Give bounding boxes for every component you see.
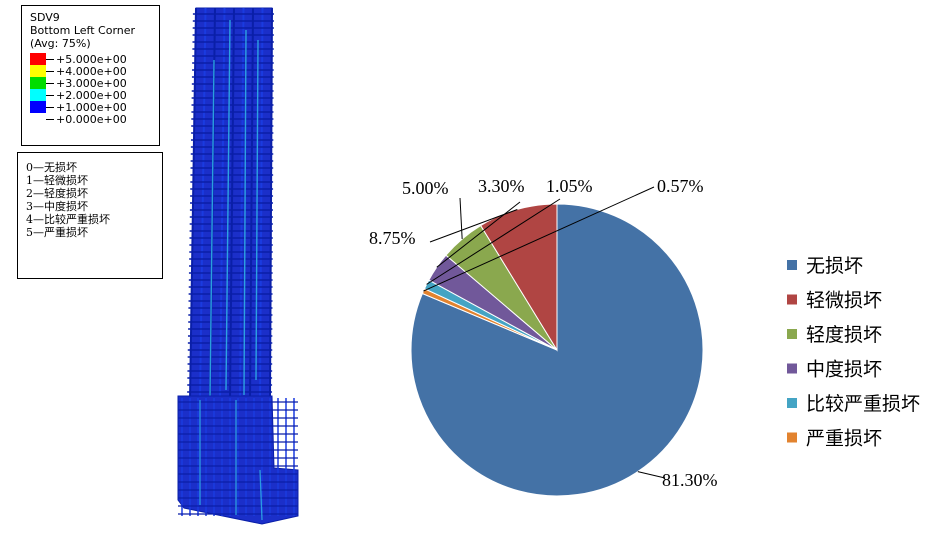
- tower-model-render: [177, 7, 299, 525]
- legend-entry: 无损坏: [806, 255, 863, 277]
- leader-line: [423, 186, 655, 292]
- pie-data-label: 1.05%: [546, 176, 593, 196]
- leader-line: [426, 198, 561, 285]
- contour-scale: +5.000e+00 +4.000e+00 +3.000e+00 +2.000e…: [30, 52, 159, 126]
- damage-key-item: 2—轻度损坏: [26, 187, 88, 200]
- leader-line: [436, 201, 521, 268]
- damage-key-item: 1—轻微损坏: [26, 174, 88, 187]
- legend-entry: 中度损坏: [806, 359, 882, 381]
- pie-chart: [410, 203, 704, 497]
- pie-data-label: 5.00%: [402, 178, 449, 198]
- damage-key-box: 0—无损坏 1—轻微损坏 2—轻度损坏 3—中度损坏 4—比较严重损坏 5—严重…: [17, 152, 163, 279]
- contour-level-label: +4.000e+00: [56, 64, 127, 78]
- legend-swatch: [787, 398, 797, 408]
- contour-level-label: +5.000e+00: [56, 52, 127, 66]
- contour-legend-title-2: Bottom Left Corner: [30, 24, 136, 37]
- contour-level-row: +5.000e+00: [30, 52, 159, 66]
- contour-swatch: [30, 53, 46, 65]
- contour-level-label: +1.000e+00: [56, 100, 127, 114]
- legend-swatch: [787, 363, 797, 374]
- pie-data-label: 3.30%: [478, 176, 525, 196]
- contour-level-row: +4.000e+00: [30, 64, 159, 78]
- damage-key-item: 0—无损坏: [26, 161, 77, 174]
- leader-line: [459, 197, 463, 240]
- contour-legend: SDV9 Bottom Left Corner (Avg: 75%) +5.00…: [21, 5, 160, 146]
- contour-level-row: +2.000e+00: [30, 88, 159, 102]
- legend-swatch: [787, 260, 797, 270]
- contour-swatch: [30, 89, 46, 101]
- contour-swatch: [30, 101, 46, 113]
- legend-swatch: [787, 432, 797, 443]
- contour-swatch: [30, 65, 46, 77]
- legend-swatch: [787, 294, 797, 305]
- leader-line: [429, 209, 518, 243]
- legend-entry: 严重损坏: [806, 428, 882, 450]
- contour-legend-title-3: (Avg: 75%): [30, 37, 91, 50]
- damage-key-item: 3—中度损坏: [26, 200, 88, 213]
- contour-level-label: +0.000e+00: [56, 112, 127, 126]
- pie-data-labels: 81.30% 0.57% 1.05% 3.30% 5.00% 8.75%: [369, 176, 718, 490]
- contour-swatch: [30, 77, 46, 89]
- contour-level-row: +1.000e+00: [30, 100, 159, 114]
- contour-level-label: +2.000e+00: [56, 88, 127, 102]
- legend-entry: 比较严重损坏: [806, 393, 920, 415]
- contour-level-row: +3.000e+00: [30, 76, 159, 90]
- contour-legend-title-1: SDV9: [30, 11, 60, 24]
- leader-line: [637, 471, 666, 479]
- damage-key-item: 4—比较严重损坏: [26, 213, 110, 226]
- contour-level-label: +3.000e+00: [56, 76, 127, 90]
- pie-data-label: 8.75%: [369, 228, 416, 248]
- damage-key-item: 5—严重损坏: [26, 226, 88, 239]
- pie-data-label: 0.57%: [657, 176, 704, 196]
- contour-level-row: +0.000e+00: [30, 112, 159, 126]
- legend-entry: 轻度损坏: [806, 324, 882, 346]
- pie-data-label: 81.30%: [662, 470, 718, 490]
- legend-swatch: [787, 329, 797, 339]
- legend-entry: 轻微损坏: [806, 290, 882, 312]
